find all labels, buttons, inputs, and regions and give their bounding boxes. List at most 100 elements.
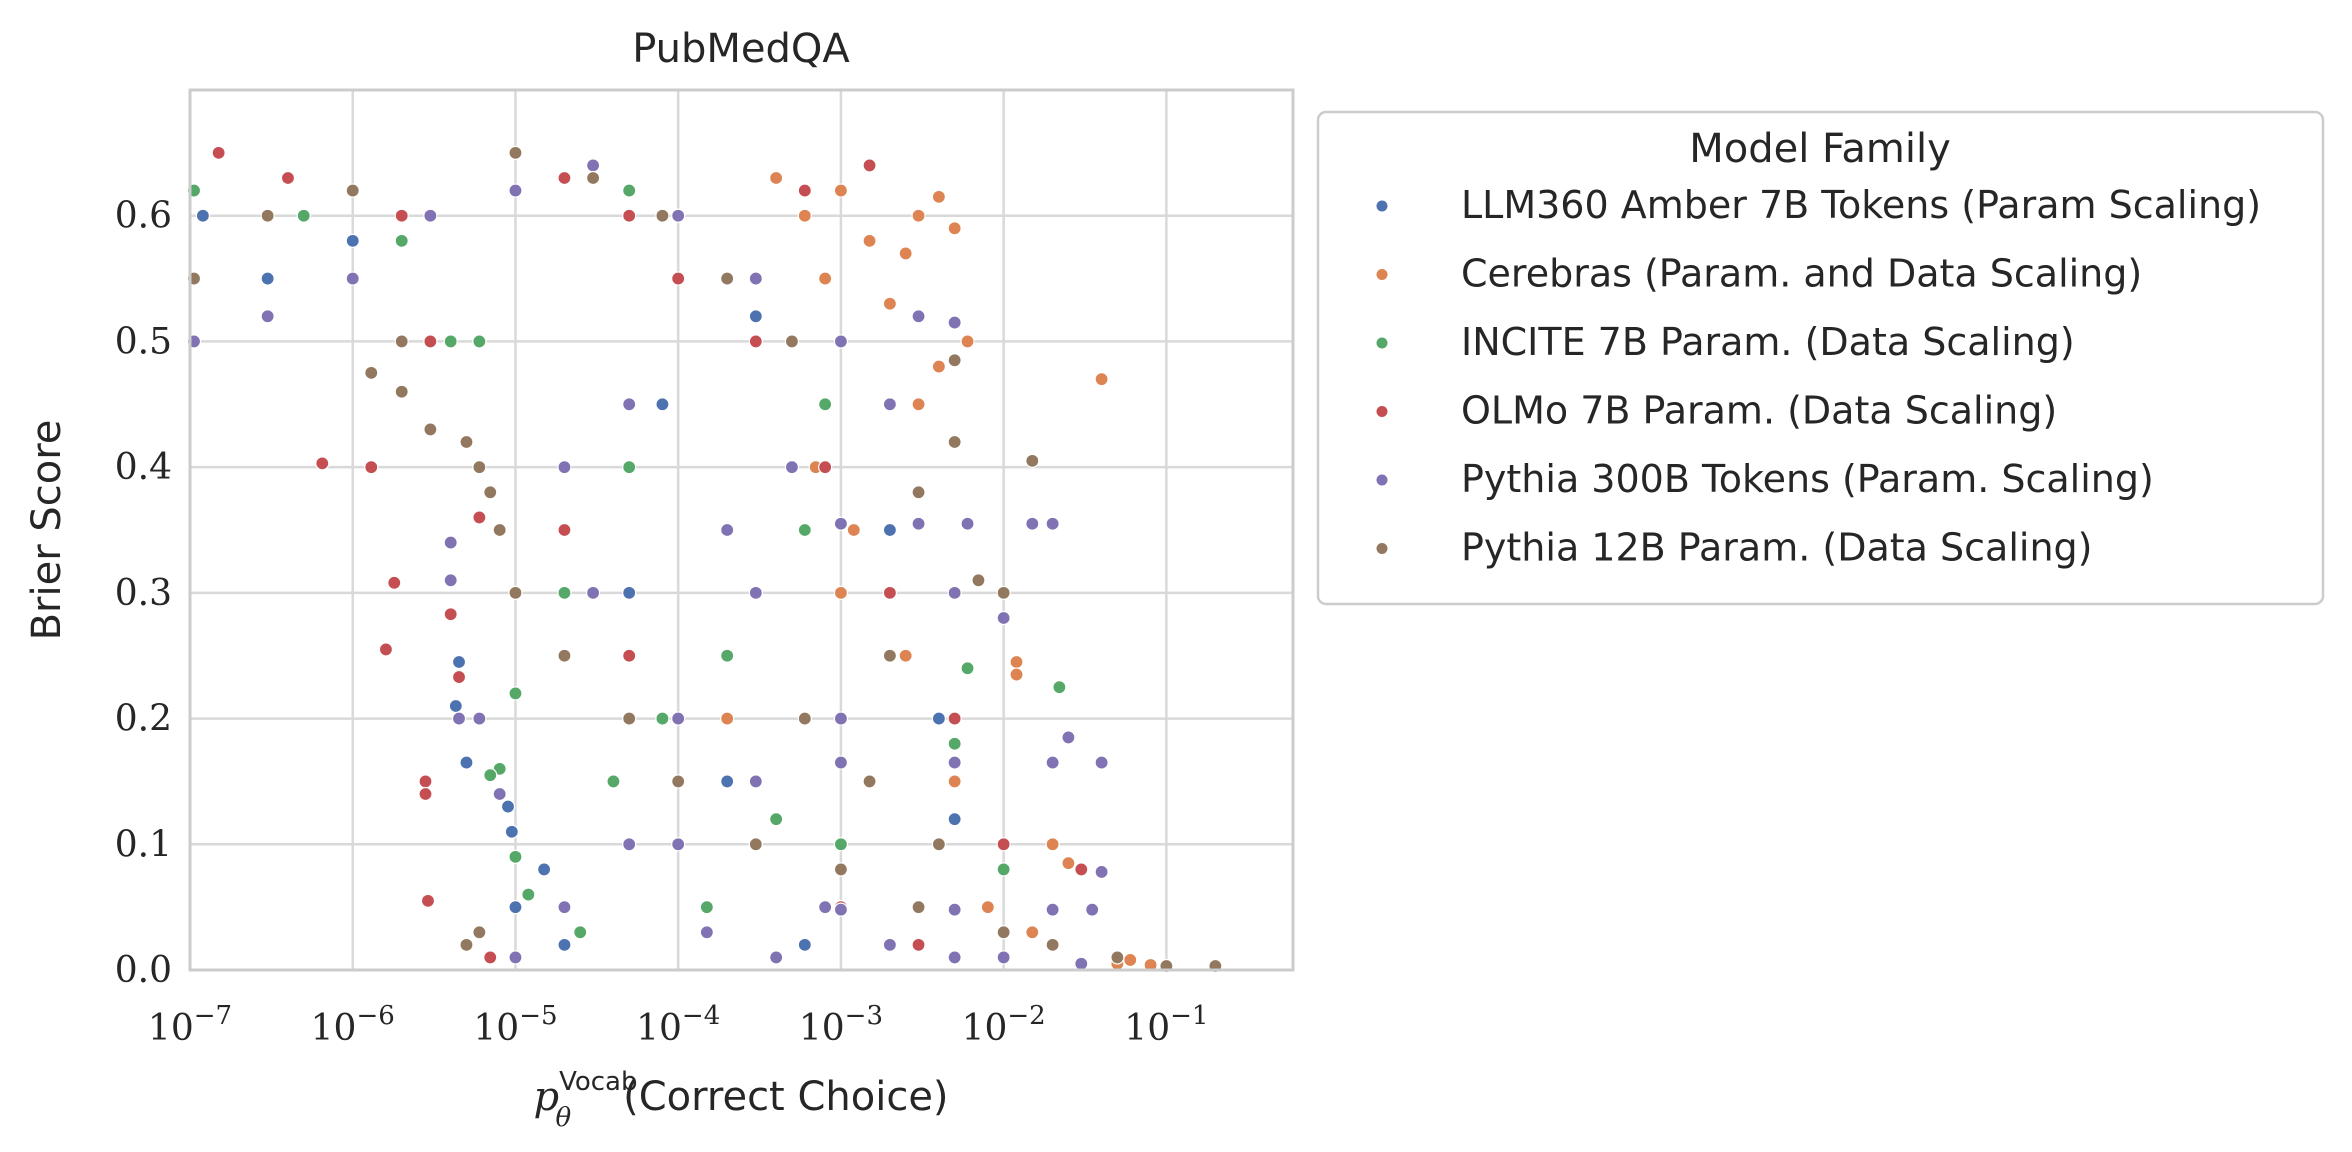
legend-marker [1376, 543, 1388, 554]
data-point [280, 170, 296, 186]
data-point [1094, 864, 1109, 880]
data-point [1045, 937, 1060, 952]
data-point [364, 460, 379, 475]
data-point [980, 900, 995, 915]
data-point [797, 711, 812, 726]
data-point [911, 937, 926, 952]
data-point [483, 768, 498, 783]
data-point [784, 334, 800, 349]
y-axis-label: Brier Score [24, 420, 70, 641]
data-point [315, 456, 330, 471]
data-point [947, 353, 962, 368]
data-point [418, 786, 433, 802]
data-point [345, 271, 360, 286]
data-point [960, 516, 975, 531]
data-point [882, 585, 898, 600]
data-point [508, 585, 523, 600]
legend-label: OLMo 7B Param. (Data Scaling) [1461, 389, 2057, 433]
data-point [394, 208, 409, 223]
plot-frame [188, 88, 1295, 972]
data-point [622, 183, 637, 198]
data-point [622, 460, 637, 475]
legend-marker [1376, 200, 1388, 212]
data-point [585, 158, 601, 173]
data-point [797, 522, 812, 538]
data-point [931, 837, 946, 852]
data-point [1074, 956, 1089, 971]
data-point [1009, 667, 1024, 682]
data-point [720, 271, 735, 286]
data-point [720, 774, 735, 789]
data-point [911, 397, 926, 412]
data-point [833, 516, 849, 531]
x-axis-label: pVocab θ (Correct Choice) [533, 1067, 948, 1133]
data-point [483, 950, 498, 965]
data-point [472, 460, 487, 475]
data-point [443, 535, 458, 550]
legend-item: Pythia 12B Param. (Data Scaling) [1376, 526, 2092, 570]
data-point [557, 585, 572, 600]
data-point [508, 900, 523, 915]
data-point [797, 183, 812, 198]
x-label-main: p [533, 1074, 559, 1120]
data-point [1052, 680, 1067, 695]
x-label-sub: θ [555, 1103, 571, 1133]
data-point [606, 774, 621, 789]
data-point [557, 900, 572, 915]
data-point [1025, 453, 1040, 468]
data-point [451, 654, 467, 670]
data-point [573, 925, 588, 940]
data-point [1009, 654, 1024, 670]
data-point [1045, 837, 1060, 852]
series-5-points [186, 145, 1223, 974]
data-point [833, 837, 849, 852]
data-point [769, 812, 784, 827]
data-point [818, 900, 833, 915]
data-point [1123, 952, 1138, 968]
legend-label: Pythia 300B Tokens (Param. Scaling) [1461, 457, 2154, 501]
data-point [448, 698, 463, 714]
data-point [882, 937, 898, 952]
data-point [833, 711, 849, 726]
data-point [500, 799, 516, 814]
data-point [260, 208, 275, 223]
data-point [585, 585, 601, 600]
data-point [947, 736, 962, 751]
data-point [472, 510, 487, 525]
data-point [521, 887, 536, 902]
series-1-points [720, 170, 1158, 973]
data-point [1110, 950, 1125, 965]
data-point [748, 837, 763, 852]
data-point [195, 208, 210, 223]
data-point [882, 522, 898, 538]
data-point [508, 950, 523, 965]
y-tick-label: 0.1 [115, 824, 172, 865]
data-point [996, 950, 1011, 965]
legend-item: LLM360 Amber 7B Tokens (Param Scaling) [1376, 183, 2261, 227]
data-point [1025, 925, 1040, 940]
data-point [459, 755, 474, 770]
data-point [504, 824, 519, 839]
data-point [418, 774, 433, 789]
data-point [492, 522, 507, 538]
data-point [833, 585, 849, 600]
data-point [492, 786, 507, 802]
data-point [769, 950, 784, 965]
data-point [472, 711, 487, 726]
data-point [882, 296, 898, 311]
data-point [960, 334, 975, 349]
data-point [211, 145, 226, 160]
data-point [622, 711, 637, 726]
data-point [671, 837, 686, 852]
data-point [911, 485, 926, 500]
data-point [947, 585, 962, 600]
data-point [260, 309, 275, 324]
x-tick-labels: 10−7 10−6 10−5 10−4 10−3 10−2 10−1 [148, 1001, 1209, 1049]
x-tick-label: 10−6 [311, 1001, 395, 1049]
data-point [508, 183, 523, 198]
legend-label: Pythia 12B Param. (Data Scaling) [1461, 526, 2092, 570]
data-point [996, 837, 1011, 852]
data-point [947, 755, 962, 770]
data-point [472, 334, 487, 349]
data-point [443, 334, 458, 349]
